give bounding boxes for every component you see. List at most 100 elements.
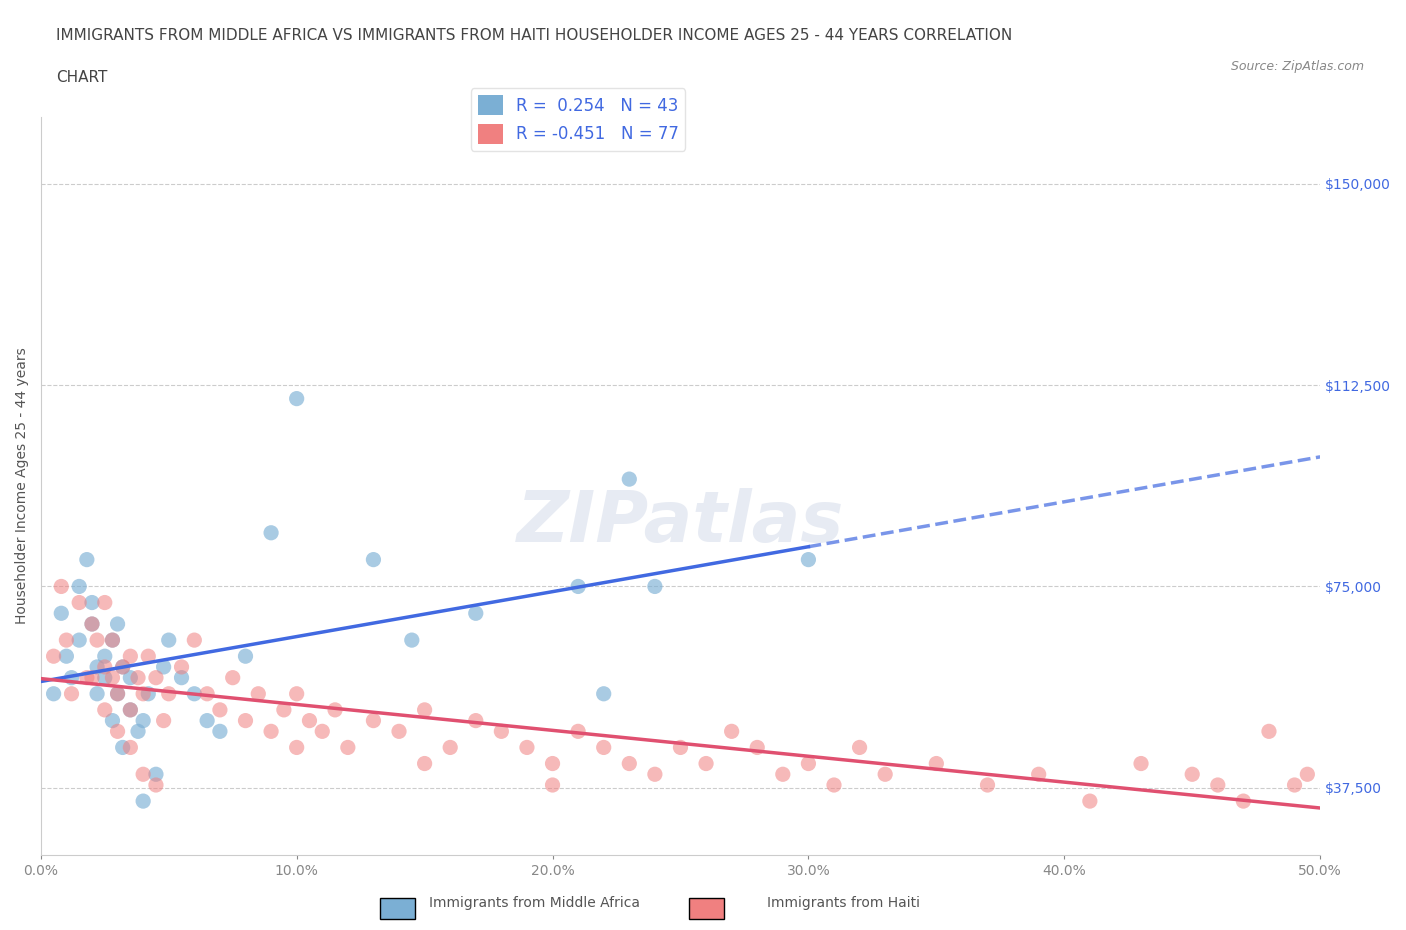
Text: IMMIGRANTS FROM MIDDLE AFRICA VS IMMIGRANTS FROM HAITI HOUSEHOLDER INCOME AGES 2: IMMIGRANTS FROM MIDDLE AFRICA VS IMMIGRA… xyxy=(56,28,1012,43)
Point xyxy=(60,686,83,701)
Point xyxy=(80,671,103,685)
Point xyxy=(152,659,174,674)
Point xyxy=(152,713,174,728)
Point xyxy=(235,713,257,728)
Point xyxy=(541,756,564,771)
Point xyxy=(363,552,385,567)
Point xyxy=(669,740,692,755)
Point xyxy=(336,740,359,755)
Point xyxy=(285,740,308,755)
Point xyxy=(94,671,117,685)
Point xyxy=(76,552,98,567)
Point xyxy=(111,740,134,755)
Point xyxy=(120,671,142,685)
Point xyxy=(101,632,124,647)
Point xyxy=(491,724,513,738)
Point xyxy=(55,632,77,647)
Point xyxy=(94,649,117,664)
Point xyxy=(127,724,149,738)
Point xyxy=(208,724,231,738)
Point xyxy=(94,595,117,610)
Point xyxy=(208,702,231,717)
Point xyxy=(285,392,308,406)
Point xyxy=(136,686,159,701)
Point xyxy=(107,686,129,701)
Point xyxy=(747,740,769,755)
Point xyxy=(120,740,142,755)
Point xyxy=(120,702,142,717)
Point xyxy=(145,777,167,792)
Point xyxy=(273,702,295,717)
Point xyxy=(592,740,614,755)
Point xyxy=(67,579,90,594)
Point xyxy=(86,686,108,701)
Point xyxy=(644,767,666,782)
Point xyxy=(127,671,149,685)
Point xyxy=(195,686,218,701)
Point xyxy=(1258,724,1281,738)
Point xyxy=(132,767,155,782)
Text: Source: ZipAtlas.com: Source: ZipAtlas.com xyxy=(1230,60,1364,73)
Point xyxy=(55,649,77,664)
Point xyxy=(285,686,308,701)
Point xyxy=(183,686,205,701)
Point xyxy=(107,724,129,738)
Point xyxy=(976,777,998,792)
Point xyxy=(464,713,486,728)
Point xyxy=(644,579,666,594)
Point xyxy=(323,702,346,717)
Point xyxy=(51,605,73,620)
Point xyxy=(298,713,321,728)
Point xyxy=(720,724,742,738)
Point xyxy=(567,724,589,738)
Point xyxy=(111,659,134,674)
Point xyxy=(695,756,717,771)
Point xyxy=(247,686,270,701)
Point xyxy=(772,767,794,782)
Legend: R =  0.254   N = 43, R = -0.451   N = 77: R = 0.254 N = 43, R = -0.451 N = 77 xyxy=(471,88,685,151)
Point xyxy=(101,671,124,685)
Point xyxy=(260,525,283,540)
Point xyxy=(516,740,538,755)
Point xyxy=(1181,767,1204,782)
Point xyxy=(80,617,103,631)
Point xyxy=(235,649,257,664)
Point xyxy=(80,617,103,631)
Point xyxy=(132,686,155,701)
Point xyxy=(157,686,180,701)
Text: CHART: CHART xyxy=(56,70,108,85)
Point xyxy=(132,713,155,728)
Point xyxy=(111,659,134,674)
Point xyxy=(94,659,117,674)
Point xyxy=(619,756,641,771)
Point xyxy=(439,740,461,755)
Point xyxy=(120,702,142,717)
Point xyxy=(875,767,897,782)
Point xyxy=(1078,793,1101,808)
Point xyxy=(86,632,108,647)
Point xyxy=(567,579,589,594)
Point xyxy=(541,777,564,792)
Point xyxy=(42,686,65,701)
Point xyxy=(797,552,820,567)
Point xyxy=(413,702,436,717)
Point xyxy=(170,671,193,685)
Text: Immigrants from Middle Africa: Immigrants from Middle Africa xyxy=(429,896,640,910)
Point xyxy=(1284,777,1306,792)
Point xyxy=(80,595,103,610)
Point xyxy=(925,756,948,771)
Point xyxy=(51,579,73,594)
Point xyxy=(1232,793,1254,808)
Text: ZIPatlas: ZIPatlas xyxy=(517,488,844,557)
Point xyxy=(413,756,436,771)
Point xyxy=(157,632,180,647)
Point xyxy=(401,632,423,647)
Point xyxy=(170,659,193,674)
Point xyxy=(592,686,614,701)
Point xyxy=(222,671,245,685)
Point xyxy=(101,632,124,647)
Y-axis label: Householder Income Ages 25 - 44 years: Householder Income Ages 25 - 44 years xyxy=(15,348,30,624)
Point xyxy=(848,740,870,755)
Point xyxy=(120,649,142,664)
Point xyxy=(1130,756,1153,771)
